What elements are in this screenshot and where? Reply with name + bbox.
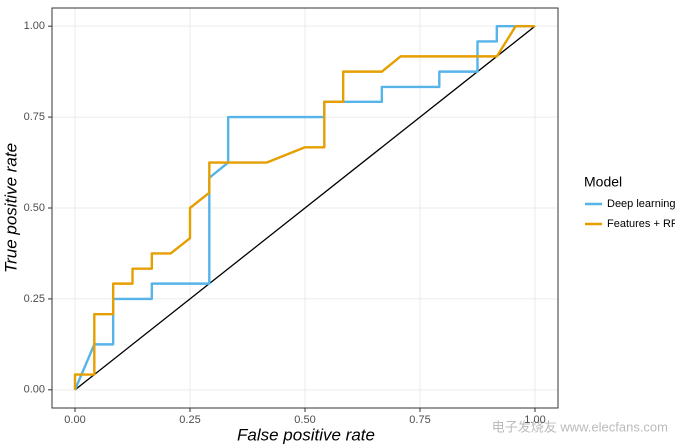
panel-border — [51, 7, 559, 409]
x-tick-label: 0.00 — [64, 414, 85, 426]
y-tick-label: 0.00 — [24, 384, 45, 396]
y-tick-label: 0.75 — [24, 111, 45, 123]
x-tick-label: 0.25 — [179, 414, 200, 426]
y-tick-label: 1.00 — [24, 20, 45, 32]
watermark: 电子发烧友 www.elecfans.com — [492, 419, 668, 434]
x-axis-title: False positive rate — [237, 425, 375, 444]
x-tick-label: 1.00 — [524, 414, 545, 426]
reference-diagonal — [74, 25, 536, 391]
x-tick-label: 0.75 — [409, 414, 430, 426]
legend-title: Model — [584, 174, 622, 190]
legend-label: Deep learning — [607, 198, 675, 210]
y-tick-label: 0.50 — [24, 202, 45, 214]
y-tick-label: 0.25 — [24, 293, 45, 305]
legend-label: Features + RF — [607, 218, 675, 230]
x-tick-label: 0.50 — [294, 414, 315, 426]
y-axis-title: True positive rate — [1, 143, 20, 273]
roc-line — [73, 24, 535, 390]
